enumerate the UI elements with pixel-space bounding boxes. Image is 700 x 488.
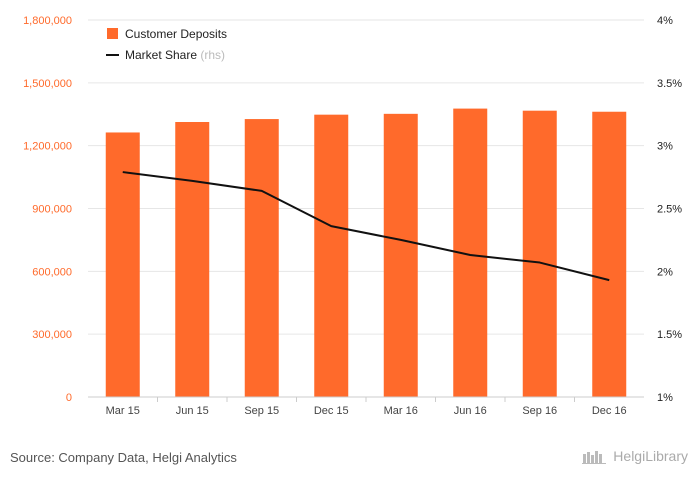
y-left-tick-label: 600,000	[32, 266, 72, 278]
x-tick-label: Dec 16	[592, 405, 627, 417]
y-left-tick-label: 300,000	[32, 329, 72, 341]
y-right-tick-label: 3%	[657, 141, 673, 153]
brand-logo[interactable]: HelgiLibrary	[582, 448, 688, 464]
y-right-tick-label: 3.5%	[657, 78, 682, 90]
y-left-tick-label: 900,000	[32, 204, 72, 216]
y-right-tick-label: 2%	[657, 266, 673, 278]
grid	[88, 19, 644, 335]
legend-swatch-customer-deposits	[107, 28, 118, 39]
point-market-share[interactable]	[399, 238, 403, 242]
legend-suffix-rhs: (rhs)	[200, 48, 225, 62]
y-left-tick-label: 1,800,000	[23, 15, 72, 27]
legend-label-customer-deposits: Customer Deposits	[125, 27, 227, 41]
source-note: Source: Company Data, Helgi Analytics	[10, 450, 237, 465]
y-right-tick-label: 1%	[657, 392, 673, 404]
brand-name: HelgiLibrary	[613, 448, 688, 464]
bars	[105, 108, 627, 398]
y-right-tick-label: 4%	[657, 15, 673, 27]
y-left-tick-label: 0	[66, 392, 72, 404]
x-tick-label: Jun 16	[454, 405, 487, 417]
x-tick-label: Dec 15	[314, 405, 349, 417]
point-market-share[interactable]	[538, 261, 542, 265]
y-right-tick-label: 2.5%	[657, 204, 682, 216]
point-market-share[interactable]	[190, 179, 194, 183]
bar-customer-deposits[interactable]	[105, 132, 140, 397]
y-left-tick-label: 1,500,000	[23, 78, 72, 90]
y-right-tick-label: 1.5%	[657, 329, 682, 341]
point-market-share[interactable]	[329, 224, 333, 228]
bar-customer-deposits[interactable]	[244, 119, 279, 397]
x-tick-label: Sep 15	[244, 405, 279, 417]
line-series	[121, 170, 611, 282]
library-icon	[582, 451, 607, 464]
y-left-tick-label: 1,200,000	[23, 141, 72, 153]
x-tick-label: Jun 15	[176, 405, 209, 417]
x-tick-label: Mar 16	[384, 405, 418, 417]
point-market-share[interactable]	[121, 170, 125, 174]
bar-customer-deposits[interactable]	[383, 113, 418, 397]
x-tick-label: Mar 15	[106, 405, 140, 417]
x-tick-label: Sep 16	[522, 405, 557, 417]
bar-customer-deposits[interactable]	[175, 121, 210, 397]
point-market-share[interactable]	[468, 253, 472, 257]
bar-customer-deposits[interactable]	[314, 114, 349, 398]
point-market-share[interactable]	[607, 278, 611, 282]
bar-customer-deposits[interactable]	[592, 111, 627, 397]
legend: Customer Deposits Market Share (rhs)	[106, 27, 227, 62]
axes: 0 300,000 600,000 900,000 1,200,000 1,500,000…	[23, 15, 682, 417]
point-market-share[interactable]	[260, 189, 264, 193]
legend-label-market-share: Market Share (rhs)	[125, 48, 225, 62]
line-market-share[interactable]	[122, 171, 610, 282]
bar-customer-deposits[interactable]	[522, 110, 557, 397]
